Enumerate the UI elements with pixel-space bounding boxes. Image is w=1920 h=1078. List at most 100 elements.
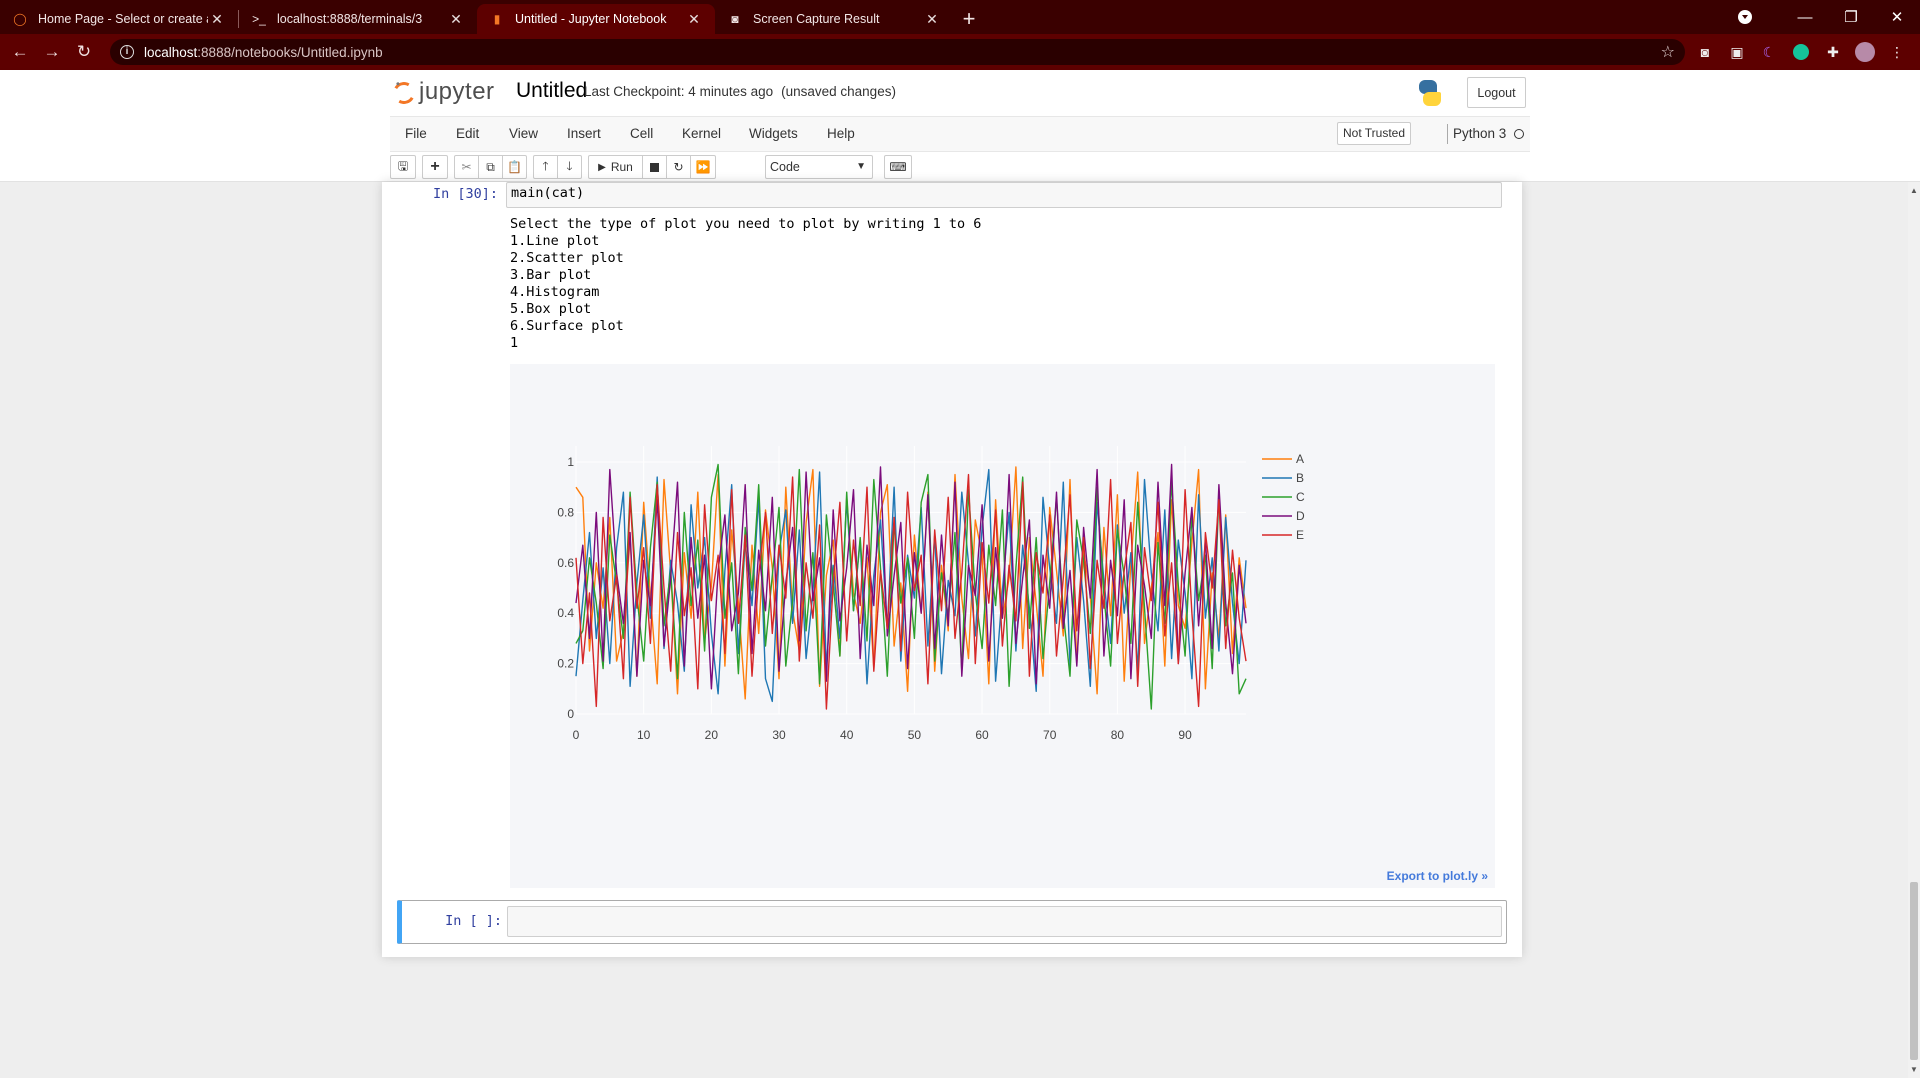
keyboard-shortcuts-icon[interactable]: ⌨ xyxy=(884,155,912,179)
screenshot-extension-icon[interactable]: ◙ xyxy=(1700,44,1710,60)
address-toolbar: ← → ↻ i localhost:8888/notebooks/Untitle… xyxy=(0,34,1920,70)
terminal-icon: >_ xyxy=(252,12,266,26)
selected-empty-cell[interactable]: In [ ]: xyxy=(397,900,1507,944)
page-scrollbar[interactable]: ▲ ▼ xyxy=(1908,182,1920,1078)
legend-entry: D xyxy=(1296,509,1305,523)
x-tick-label: 50 xyxy=(908,728,922,742)
insert-cell-icon[interactable]: + xyxy=(422,155,448,179)
tab-home-page[interactable]: ◯ Home Page - Select or create a n ✕ xyxy=(0,4,238,34)
menu-kernel[interactable]: Kernel xyxy=(682,126,722,141)
jupyter-header: jupyter Untitled Last Checkpoint: 4 minu… xyxy=(0,70,1920,182)
run-button[interactable]: ▶ Run xyxy=(588,155,643,179)
jupyter-logo[interactable]: jupyter xyxy=(390,78,508,108)
reload-icon[interactable]: ↻ xyxy=(76,42,92,61)
site-info-icon[interactable]: i xyxy=(120,45,134,59)
notebook-toolbar: 🖫 + ✂ ⧉ 📋 🡑 🡓 ▶ Run ↻ ⏩ Code ▼ ⌨ xyxy=(390,152,1530,182)
save-icon[interactable]: 🖫 xyxy=(390,155,416,179)
trust-badge[interactable]: Not Trusted xyxy=(1337,122,1412,145)
extensions-puzzle-icon[interactable]: ✚ xyxy=(1827,43,1839,60)
window-close-icon[interactable]: ✕ xyxy=(1890,9,1904,26)
address-bar[interactable]: i localhost:8888/notebooks/Untitled.ipyn… xyxy=(110,39,1685,65)
camera-icon: ◙ xyxy=(731,12,739,26)
dark-mode-extension-icon[interactable]: ☾ xyxy=(1762,43,1776,60)
cell-type-select[interactable]: Code ▼ xyxy=(765,155,873,179)
x-tick-label: 30 xyxy=(772,728,786,742)
kernel-idle-indicator-icon xyxy=(1514,129,1524,139)
new-tab-button[interactable]: + xyxy=(962,6,976,31)
close-icon[interactable]: ✕ xyxy=(450,10,462,27)
close-icon[interactable]: ✕ xyxy=(211,10,223,27)
y-tick-label: 0.8 xyxy=(557,505,574,519)
scrollbar-thumb[interactable] xyxy=(1910,882,1918,1060)
interrupt-icon[interactable] xyxy=(642,155,667,179)
cell-type-value: Code xyxy=(770,160,800,174)
tab-terminal[interactable]: >_ localhost:8888/terminals/3 ✕ xyxy=(239,4,477,34)
tab-label: localhost:8888/terminals/3 xyxy=(277,12,423,26)
notebook-container: In [30]: main(cat) Select the type of pl… xyxy=(382,182,1522,957)
x-tick-label: 80 xyxy=(1111,728,1125,742)
jupyter-logo-icon xyxy=(390,79,418,107)
code-input[interactable] xyxy=(507,906,1502,937)
avatar[interactable] xyxy=(1855,42,1875,62)
close-icon[interactable]: ✕ xyxy=(926,10,938,27)
restart-run-all-icon[interactable]: ⏩ xyxy=(690,155,716,179)
output-text: Select the type of plot you need to plot… xyxy=(510,216,982,351)
y-tick-label: 0.2 xyxy=(557,657,574,671)
series-line-e xyxy=(575,473,1247,710)
browser-tab-bar: ◯ Home Page - Select or create a n ✕ >_ … xyxy=(0,0,1920,34)
menu-file[interactable]: File xyxy=(405,126,427,141)
bookmark-star-icon[interactable]: ☆ xyxy=(1660,44,1675,61)
grammarly-extension-icon[interactable] xyxy=(1791,42,1811,62)
menu-widgets[interactable]: Widgets xyxy=(749,126,798,141)
move-up-icon[interactable]: 🡑 xyxy=(533,155,558,179)
logo-text: jupyter xyxy=(419,78,495,105)
scroll-down-icon[interactable]: ▼ xyxy=(1910,1065,1918,1074)
x-tick-label: 90 xyxy=(1178,728,1192,742)
cut-icon[interactable]: ✂ xyxy=(454,155,479,179)
restore-icon[interactable]: ❐ xyxy=(1844,9,1858,26)
tab-search-icon[interactable] xyxy=(1738,10,1752,24)
export-link[interactable]: Export to plot.ly » xyxy=(1386,869,1488,883)
image-extension-icon[interactable]: ▣ xyxy=(1730,43,1744,60)
x-tick-label: 60 xyxy=(975,728,989,742)
x-tick-label: 40 xyxy=(840,728,854,742)
tab-screen-capture[interactable]: ◙ Screen Capture Result ✕ xyxy=(715,4,953,34)
x-tick-label: 0 xyxy=(573,728,580,742)
scroll-up-icon[interactable]: ▲ xyxy=(1910,186,1918,195)
notebook-site: In [30]: main(cat) Select the type of pl… xyxy=(0,182,1908,1078)
back-icon[interactable]: ← xyxy=(11,42,29,61)
tab-label: Home Page - Select or create a n xyxy=(38,12,208,26)
input-prompt: In [ ]: xyxy=(445,913,502,929)
minimize-icon[interactable]: — xyxy=(1797,8,1813,26)
restart-icon[interactable]: ↻ xyxy=(666,155,691,179)
kebab-menu-icon[interactable]: ⋮ xyxy=(1890,43,1904,60)
url-host: localhost xyxy=(144,44,198,60)
window-controls: — ❐ ✕ xyxy=(1738,0,1920,34)
tab-label: Untitled - Jupyter Notebook xyxy=(515,12,667,26)
input-prompt: In [30]: xyxy=(432,186,498,202)
move-down-icon[interactable]: 🡓 xyxy=(557,155,582,179)
logout-button[interactable]: Logout xyxy=(1467,77,1526,108)
menu-view[interactable]: View xyxy=(509,126,539,141)
series-line-c xyxy=(575,463,1247,710)
y-tick-label: 0.6 xyxy=(557,556,574,570)
y-tick-label: 0.4 xyxy=(557,606,574,620)
legend-entry: A xyxy=(1296,452,1304,466)
notebook-title[interactable]: Untitled xyxy=(516,79,588,102)
menu-edit[interactable]: Edit xyxy=(456,126,480,141)
notebook-icon: ▮ xyxy=(493,12,501,26)
code-input[interactable]: main(cat) xyxy=(506,182,1502,208)
legend-entry: C xyxy=(1296,490,1305,504)
paste-icon[interactable]: 📋 xyxy=(502,155,527,179)
play-icon: ▶ xyxy=(598,161,606,173)
menu-insert[interactable]: Insert xyxy=(567,126,601,141)
close-icon[interactable]: ✕ xyxy=(688,10,700,27)
forward-icon[interactable]: → xyxy=(43,42,61,61)
tab-notebook[interactable]: ▮ Untitled - Jupyter Notebook ✕ xyxy=(477,4,715,34)
x-tick-label: 70 xyxy=(1043,728,1057,742)
copy-icon[interactable]: ⧉ xyxy=(478,155,503,179)
menu-cell[interactable]: Cell xyxy=(630,126,654,141)
menu-help[interactable]: Help xyxy=(827,126,855,141)
code-text: main(cat) xyxy=(511,185,585,201)
